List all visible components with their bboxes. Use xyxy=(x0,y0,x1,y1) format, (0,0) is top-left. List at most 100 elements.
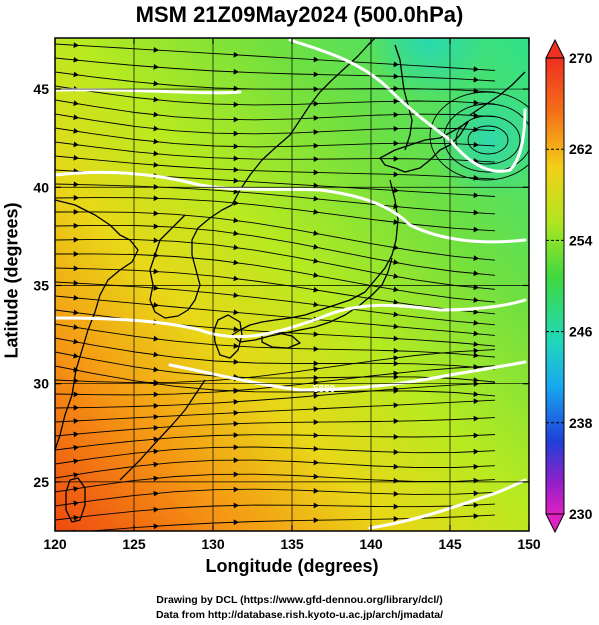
y-tick-label: 30 xyxy=(33,376,49,392)
streamline-arrow xyxy=(473,330,479,337)
streamline-arrow xyxy=(473,141,479,148)
streamline xyxy=(55,503,496,521)
streamline xyxy=(55,224,496,276)
streamline-arrow xyxy=(153,210,159,217)
shikoku xyxy=(261,332,301,349)
streamline-arrow xyxy=(153,161,159,168)
streamline-arrow xyxy=(393,323,399,330)
streamline-arrow xyxy=(73,181,79,188)
streamline-arrow xyxy=(153,391,159,398)
streamline xyxy=(55,43,496,71)
streamline-arrow xyxy=(73,352,79,359)
streamline-arrow xyxy=(313,331,319,338)
streamline-arrow xyxy=(73,194,79,201)
streamline-arrow xyxy=(313,142,319,149)
streamline-arrow xyxy=(473,192,479,199)
streamline-arrow xyxy=(313,517,319,524)
streamline-arrow xyxy=(153,285,159,291)
streamline-arrow xyxy=(313,208,319,215)
streamline-arrow xyxy=(73,444,79,451)
streamline-arrow xyxy=(153,351,159,358)
chart-title: MSM 21Z09May2024 (500.0hPa) xyxy=(135,2,464,27)
colorbar-top-triangle xyxy=(545,38,565,59)
colorbar-bottom-triangle xyxy=(545,513,565,534)
streamline-arrow xyxy=(313,195,319,202)
streamline-arrow xyxy=(313,272,319,278)
korea-coast xyxy=(149,204,233,319)
hokkaido xyxy=(379,121,469,173)
streamline-arrow xyxy=(313,115,319,121)
streamline-arrow xyxy=(313,473,319,480)
streamline-arrow xyxy=(73,324,79,330)
streamline-arrow xyxy=(473,226,479,233)
streamline-arrow xyxy=(233,200,239,206)
streamline-arrow xyxy=(313,502,319,509)
streamline-arrow xyxy=(233,292,239,299)
streamline-arrow xyxy=(233,432,239,439)
streamline-arrow xyxy=(393,355,399,362)
streamline-arrow xyxy=(473,297,479,303)
streamline-arrow xyxy=(313,301,319,308)
streamline-arrow xyxy=(153,150,159,157)
streamline-arrow xyxy=(73,209,79,215)
streamline-arrow xyxy=(153,475,159,482)
streamline-arrow xyxy=(73,100,79,106)
streamline-arrow xyxy=(233,275,239,282)
streamline xyxy=(55,323,496,358)
streamline-arrow xyxy=(313,459,319,466)
streamline-arrow xyxy=(153,223,159,230)
credit-drawing: Drawing by DCL (https://www.gfd-dennou.o… xyxy=(156,594,443,606)
streamline-arrow xyxy=(233,309,239,316)
streamline-arrow xyxy=(153,96,159,103)
streamline-arrow xyxy=(473,463,479,470)
streamline-arrow xyxy=(233,519,239,526)
axis-ticks: 120 125 130 135 140 145 150 25 30 35 40 45 xyxy=(33,38,541,552)
streamline-arrow xyxy=(473,126,479,133)
y-tick-label: 35 xyxy=(33,277,49,293)
streamline xyxy=(55,446,496,465)
streamline-arrow xyxy=(473,308,479,315)
streamline-arrow xyxy=(393,73,399,80)
streamline xyxy=(55,253,496,303)
streamline-arrow xyxy=(473,347,479,354)
streamline-arrow xyxy=(473,320,479,326)
streamline-arrow xyxy=(393,503,399,510)
streamline-arrow xyxy=(393,449,399,455)
streamline-arrow xyxy=(393,433,399,440)
streamline-arrow xyxy=(313,432,319,439)
streamline-arrow xyxy=(233,343,239,349)
y-axis-label: Latitude (degrees) xyxy=(1,202,22,359)
streamline-arrow xyxy=(73,472,79,478)
vortex-streamlines xyxy=(429,91,529,181)
streamline-arrow xyxy=(233,387,239,394)
credit-data-source: Data from http://database.rish.kyoto-u.a… xyxy=(155,609,444,621)
contour-label: 5880 xyxy=(313,384,336,395)
streamline-arrow xyxy=(393,125,399,132)
streamline-arrow xyxy=(73,309,79,316)
streamline-arrow xyxy=(73,500,79,507)
streamline-arrow xyxy=(153,47,159,53)
streamline-arrow xyxy=(313,169,319,176)
streamline-arrow xyxy=(393,299,399,305)
streamline-arrow xyxy=(393,259,399,265)
kuril xyxy=(469,71,526,116)
streamline xyxy=(55,337,496,370)
streamline-arrow xyxy=(73,458,79,465)
streamline-arrow xyxy=(393,171,399,178)
streamline-arrow xyxy=(153,125,159,132)
kyushu xyxy=(213,314,243,359)
streamline xyxy=(55,99,496,121)
streamline-arrow xyxy=(73,71,79,78)
streamline xyxy=(55,349,496,384)
streamline-arrow xyxy=(73,418,79,424)
x-tick-label: 125 xyxy=(122,536,146,552)
streamline-arrow xyxy=(393,61,399,68)
streamline-arrow xyxy=(233,230,239,237)
y-tick-label: 25 xyxy=(33,474,49,490)
streamline-arrow xyxy=(313,156,319,163)
sakhalin xyxy=(394,44,413,151)
streamline xyxy=(55,399,496,423)
streamline xyxy=(55,155,496,180)
streamline-arrow xyxy=(233,486,239,493)
streamline-arrow xyxy=(393,311,399,318)
